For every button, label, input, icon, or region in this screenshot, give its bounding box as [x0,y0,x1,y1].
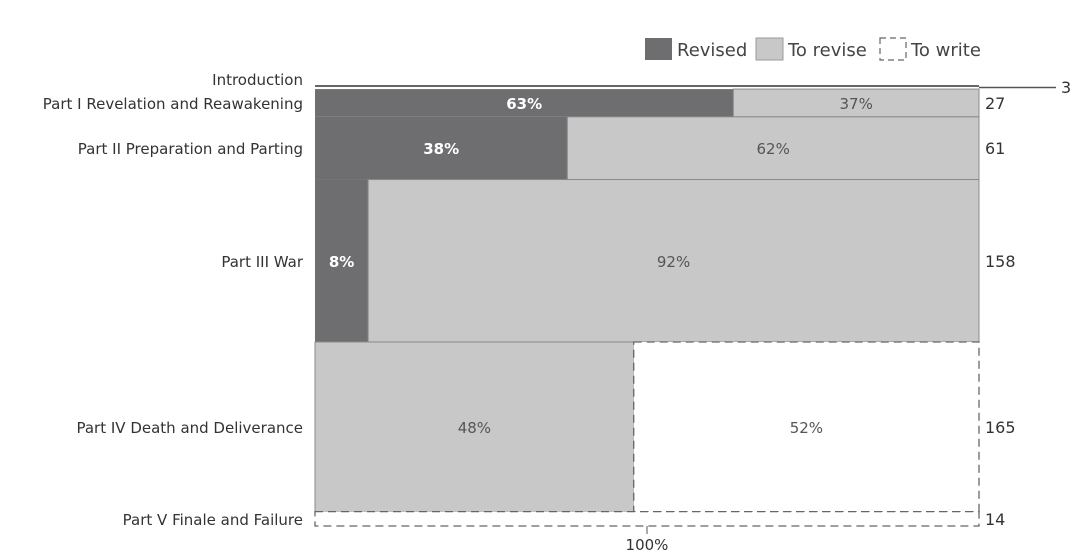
plot-area: 63% 37% 38% 62% 8% 92% 48% 52% [314,85,980,527]
pct-label-to-revise-part-ii-preparation-and-parting: 62% [756,140,789,158]
count-labels: 3 27 61 158 165 14 [979,78,1071,529]
legend-swatch-to-write [879,37,907,61]
pct-label-to-write-part-iv-death-and-deliverance: 52% [790,419,823,437]
x-axis-label: 100% [626,536,669,554]
count-label-introduction: 3 [1061,78,1071,97]
segment-to-revise-part-ii-preparation-and-parting [566,116,980,181]
category-label-part-iv-death-and-deliverance: Part IV Death and Deliverance [76,419,303,437]
segment-to-revise-part-iii-war [367,179,980,343]
pct-label-to-revise-part-iii-war: 92% [657,253,690,271]
count-label-part-iv-death-and-deliverance: 165 [985,418,1016,437]
count-label-part-v-finale-and-failure: 14 [985,510,1005,529]
legend-swatch-to-revise [755,37,784,61]
segment-to-revise-part-iv-death-and-deliverance [314,341,635,513]
segment-revised-part-ii-preparation-and-parting [315,116,568,180]
x-axis: 100% [626,526,669,554]
pct-label-to-revise-part-i-revelation-and-reawakening: 37% [839,95,872,113]
legend-label-to-revise: To revise [787,40,867,61]
segment-to-write-part-iv-death-and-deliverance [633,341,980,513]
category-label-part-v-finale-and-failure: Part V Finale and Failure [123,511,303,529]
legend: Revised To revise To write [645,37,981,61]
segment-to-revise-part-i-revelation-and-reawakening [732,88,980,118]
count-label-part-iii-war: 158 [985,252,1016,271]
category-label-part-iii-war: Part III War [221,253,303,271]
count-label-part-i-revelation-and-reawakening: 27 [985,94,1005,113]
legend-swatch-revised [645,38,672,60]
category-label-introduction: Introduction [212,71,303,89]
category-labels: Introduction Part I Revelation and Reawak… [43,71,304,529]
category-label-part-ii-preparation-and-parting: Part II Preparation and Parting [78,140,303,158]
legend-label-revised: Revised [677,40,747,61]
segment-revised-part-iii-war [315,179,369,342]
pct-label-to-revise-part-iv-death-and-deliverance: 48% [458,419,491,437]
pct-label-revised-part-i-revelation-and-reawakening: 63% [506,95,542,113]
pct-label-revised-part-ii-preparation-and-parting: 38% [423,140,459,158]
category-label-part-i-revelation-and-reawakening: Part I Revelation and Reawakening [43,95,303,113]
legend-label-to-write: To write [910,40,981,61]
count-label-part-ii-preparation-and-parting: 61 [985,139,1005,158]
pct-label-revised-part-iii-war: 8% [329,253,354,271]
segment-to-write-part-v-finale-and-failure [314,510,980,527]
segment-revised-part-i-revelation-and-reawakening [315,89,734,117]
